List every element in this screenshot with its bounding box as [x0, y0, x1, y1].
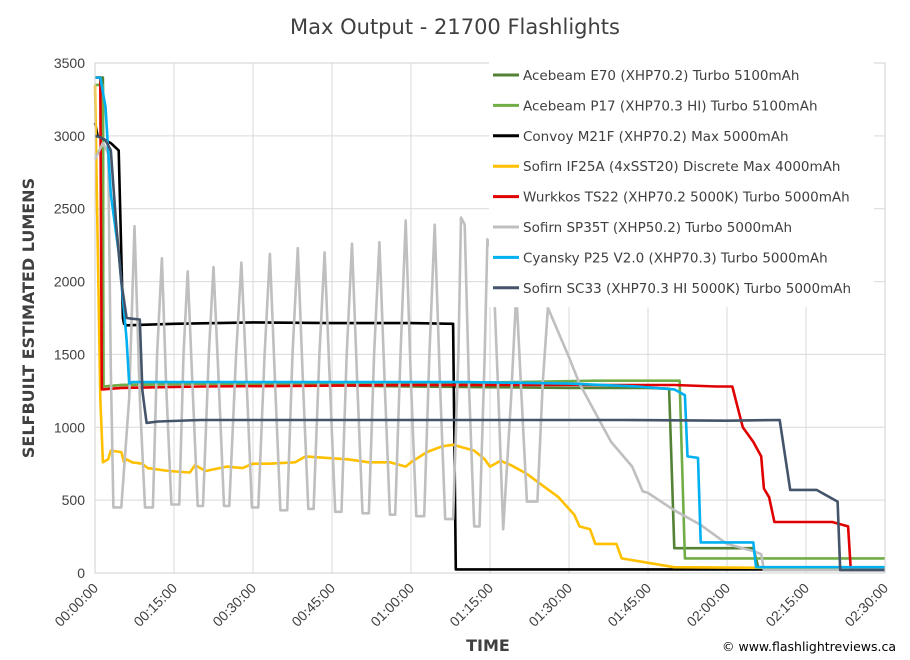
- credit-text: © www.flashlightreviews.ca: [722, 639, 896, 654]
- y-axis-title: SELFBUILT ESTIMATED LUMENS: [19, 178, 38, 458]
- y-tick-label: 500: [62, 492, 86, 508]
- legend-label: Acebeam P17 (XHP70.3 HI) Turbo 5100mAh: [523, 98, 818, 114]
- series-group: [93, 76, 886, 572]
- legend-background: [489, 62, 874, 308]
- legend-label: Wurkkos TS22 (XHP70.2 5000K) Turbo 5000m…: [523, 190, 850, 206]
- y-tick-label: 2500: [54, 201, 85, 217]
- legend-label: Sofirn SC33 (XHP70.3 HI 5000K) Turbo 500…: [523, 281, 851, 297]
- y-tick-label: 0: [77, 565, 85, 581]
- legend-label: Sofirn SP35T (XHP50.2) Turbo 5000mAh: [523, 220, 792, 236]
- legend-label: Acebeam E70 (XHP70.2) Turbo 5100mAh: [523, 68, 799, 84]
- series-line: [93, 84, 886, 570]
- y-tick-label: 1500: [54, 346, 85, 362]
- legend-label: Sofirn IF25A (4xSST20) Discrete Max 4000…: [523, 159, 840, 175]
- series-line: [93, 141, 885, 572]
- legend-label: Cyansky P25 V2.0 (XHP70.3) Turbo 5000mAh: [523, 250, 828, 266]
- legend-label: Convoy M21F (XHP70.2) Max 5000mAh: [523, 129, 789, 145]
- y-tick-label: 3000: [54, 128, 85, 144]
- chart-title: Max Output - 21700 Flashlights: [290, 15, 620, 39]
- series-line: [94, 134, 885, 572]
- y-tick-label: 3500: [54, 55, 85, 71]
- series-line: [95, 76, 885, 572]
- y-tick-label: 2000: [54, 274, 85, 290]
- legend: Acebeam E70 (XHP70.2) Turbo 5100mAh Acebe…: [489, 62, 874, 308]
- x-axis-title: TIME: [466, 636, 510, 655]
- y-tick-label: 1000: [54, 419, 85, 435]
- series-line: [93, 122, 885, 571]
- y-tick-labels: 0 500 1000 1500 2000 2500 3000 3500: [54, 55, 85, 581]
